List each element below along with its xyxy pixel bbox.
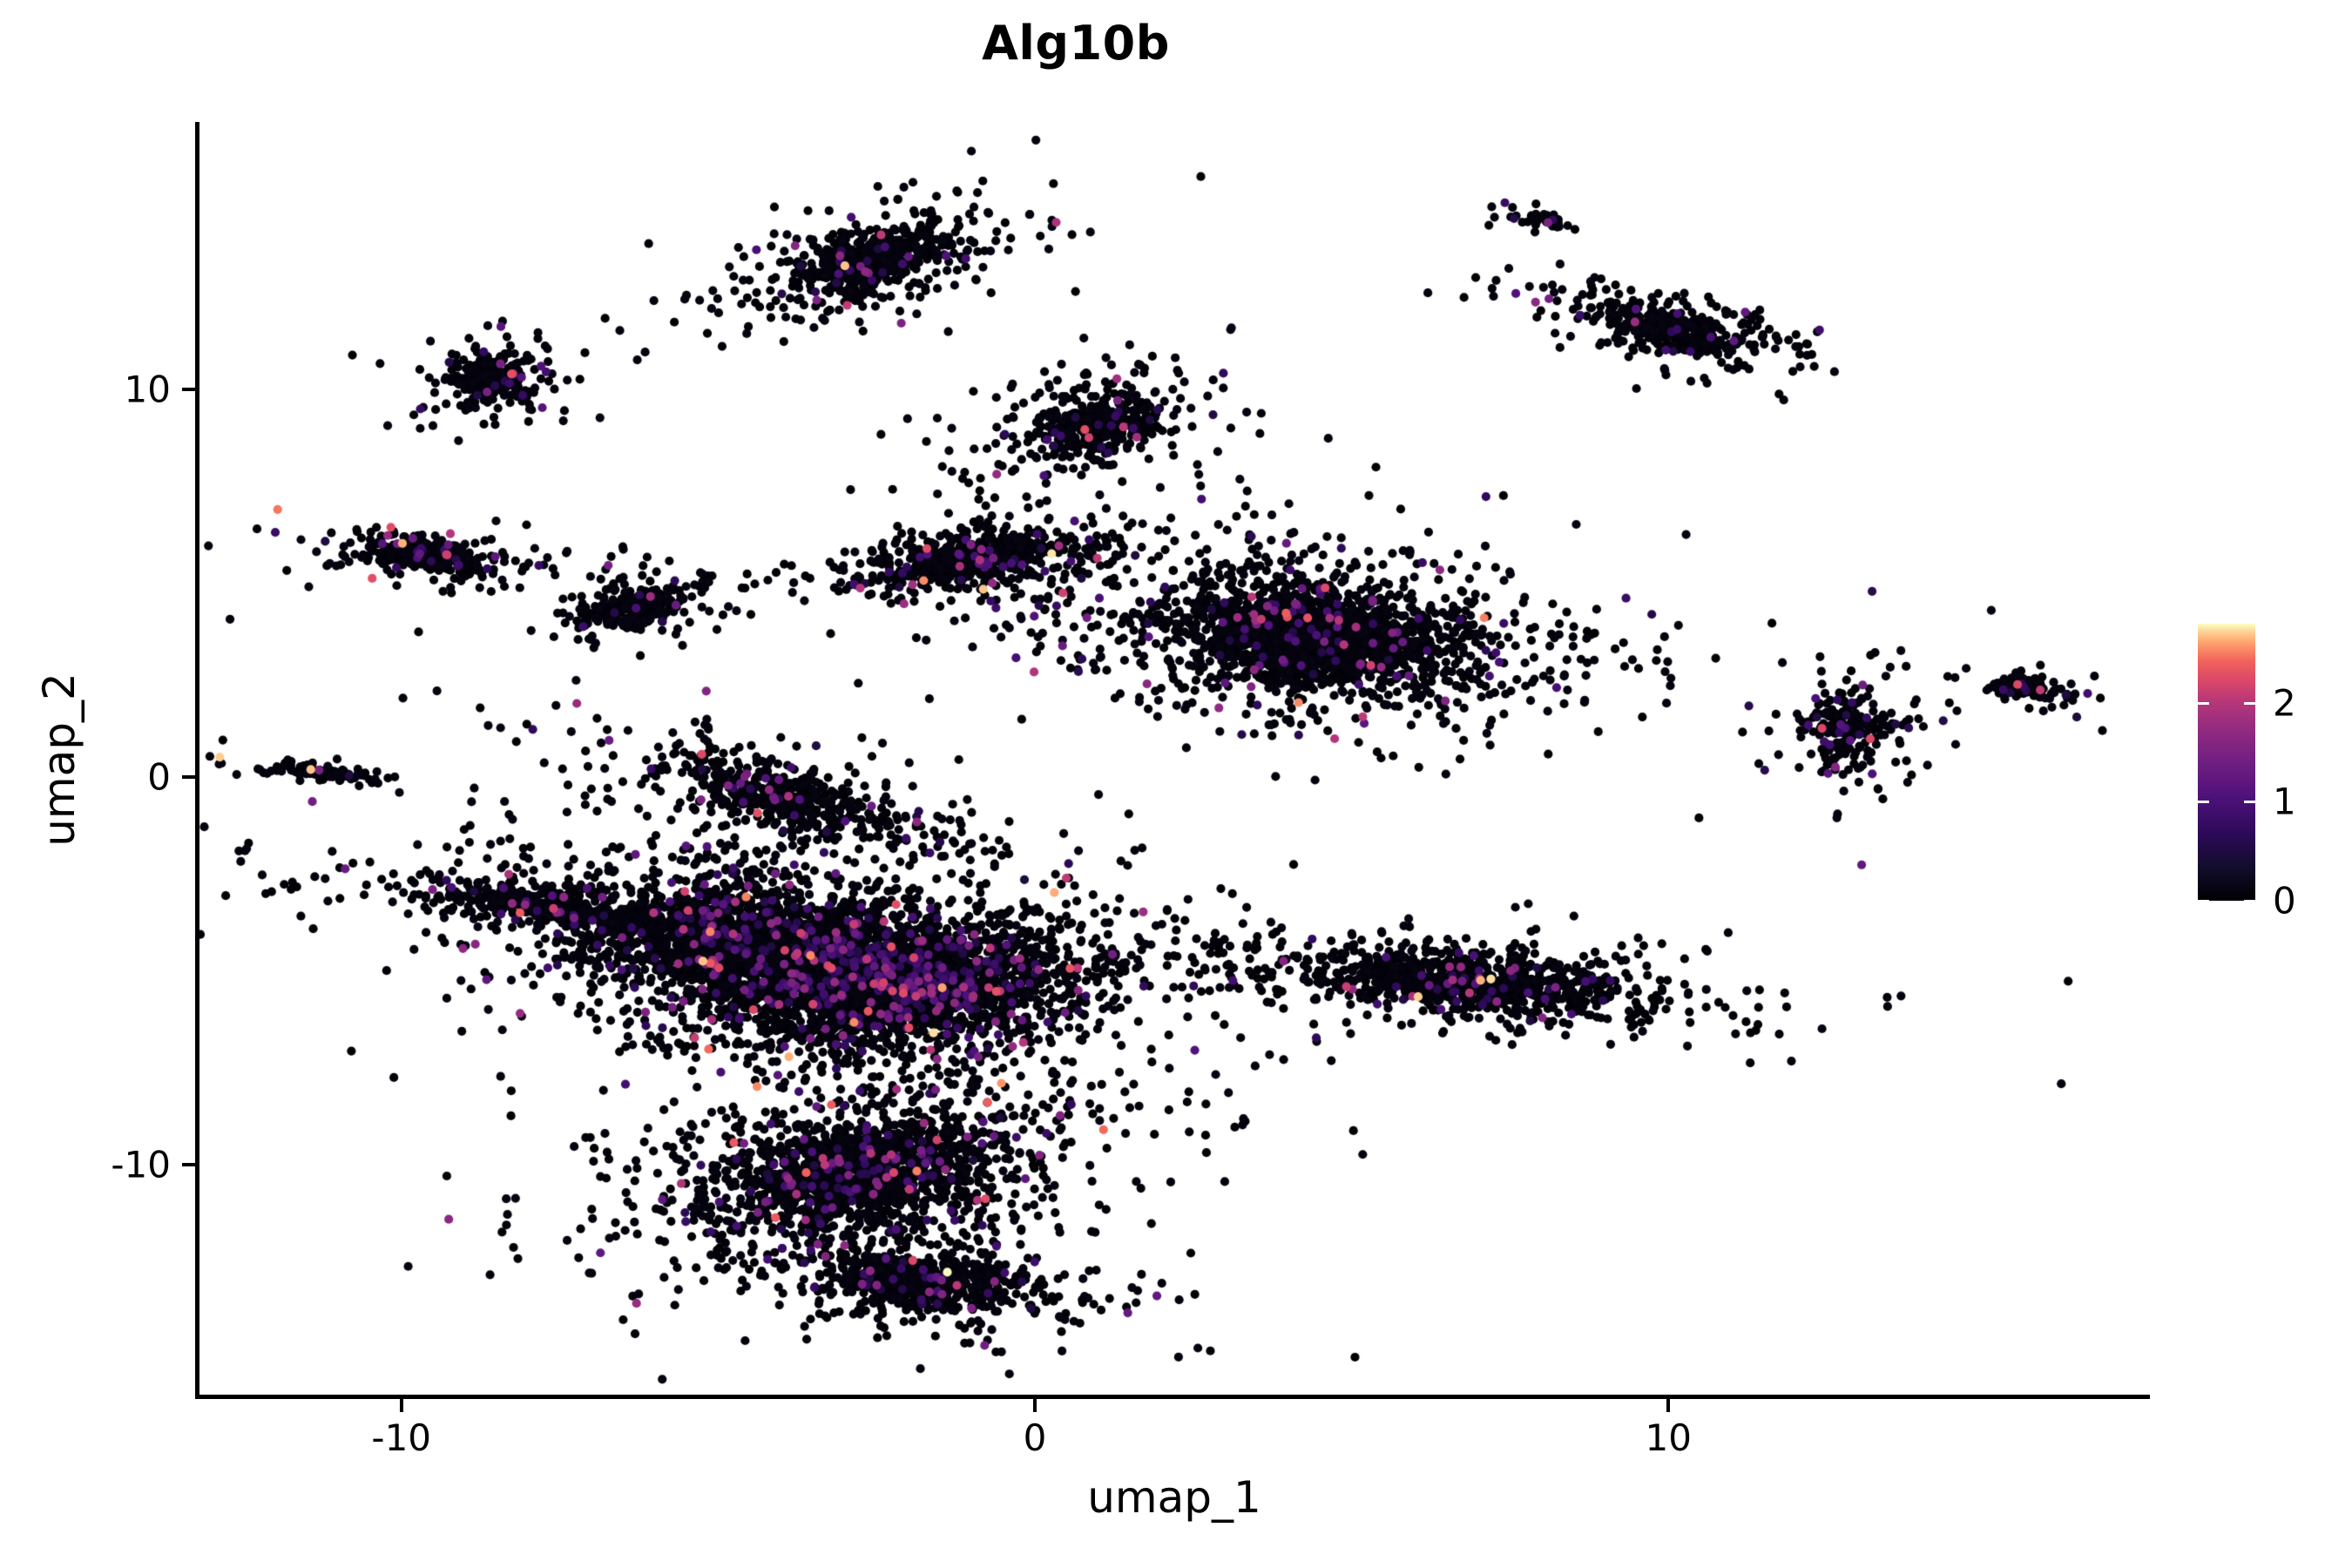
x-tick-mark-10 bbox=[1666, 1399, 1671, 1412]
x-tick-label-10: 10 bbox=[1645, 1416, 1692, 1459]
colorbar-tick-0-right bbox=[2244, 900, 2255, 902]
plot-axes-area bbox=[199, 122, 2150, 1397]
x-tick-label-minus10: -10 bbox=[371, 1416, 432, 1459]
y-tick-label-zero: 0 bbox=[147, 755, 171, 799]
scatter-plot-canvas bbox=[199, 122, 2150, 1397]
y-tick-label-minus10: -10 bbox=[111, 1143, 171, 1186]
x-axis-label: umap_1 bbox=[1087, 1472, 1261, 1523]
colorbar-gradient bbox=[2198, 624, 2255, 901]
colorbar: 2 1 0 bbox=[2198, 624, 2296, 923]
colorbar-tick-1-left bbox=[2198, 801, 2209, 804]
y-axis-label: umap_2 bbox=[34, 672, 84, 847]
y-tick-mark-10 bbox=[182, 388, 195, 392]
colorbar-tick-0-left bbox=[2198, 900, 2209, 902]
y-tick-mark-zero bbox=[182, 775, 195, 780]
x-tick-label-zero: 0 bbox=[1023, 1416, 1047, 1459]
colorbar-label-2: 2 bbox=[2273, 681, 2296, 725]
y-tick-mark-minus10 bbox=[182, 1163, 195, 1166]
x-tick-mark-zero bbox=[1033, 1399, 1037, 1412]
colorbar-tick-2-right bbox=[2244, 701, 2255, 705]
x-tick-mark-minus10 bbox=[399, 1399, 403, 1412]
colorbar-tick-1-right bbox=[2244, 801, 2255, 804]
page-title: Alg10b bbox=[982, 16, 1170, 71]
colorbar-label-0: 0 bbox=[2273, 879, 2296, 923]
colorbar-label-1: 1 bbox=[2273, 780, 2296, 823]
x-axis-spine bbox=[195, 1395, 2150, 1399]
y-tick-label-10: 10 bbox=[124, 368, 171, 411]
y-axis-spine bbox=[195, 122, 199, 1399]
colorbar-tick-2-left bbox=[2198, 701, 2209, 705]
